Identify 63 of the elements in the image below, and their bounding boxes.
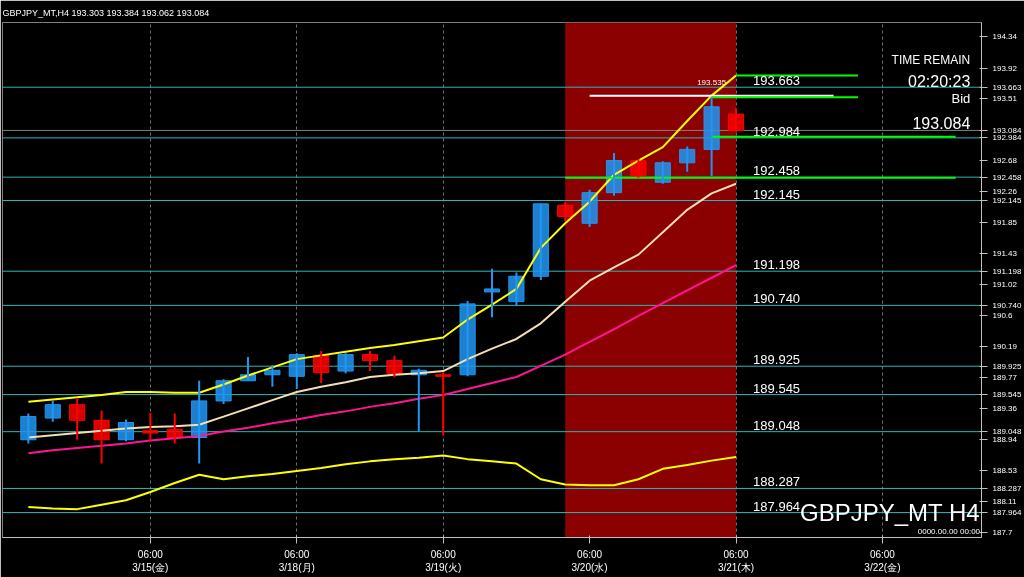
y-tick-label: 190.6: [992, 311, 1014, 321]
line-series: [27, 74, 738, 403]
ref-line-label: 190.740: [753, 291, 801, 307]
y-tick-label: 192.458: [992, 172, 1022, 182]
y-tick-label: 194.34: [992, 32, 1018, 42]
candlestick: [44, 399, 61, 423]
annotation: TIME REMAIN: [891, 53, 971, 68]
y-tick-label: 192.26: [992, 187, 1018, 197]
y-tick-label: 191.02: [992, 279, 1018, 289]
line-series: [27, 264, 738, 455]
chart-title: GBPJPY_MT,H4 193.303 193.384 193.062 193.084: [2, 7, 210, 18]
y-tick-label: 192.145: [992, 196, 1022, 206]
y-tick-label: 192.68: [992, 156, 1018, 166]
x-tick-label: 06:00 3/15(金): [132, 548, 169, 573]
y-tick-label: 189.77: [992, 373, 1018, 383]
y-tick-label: 188.94: [992, 435, 1018, 445]
x-tick-label: 06:00 3/22(金): [864, 548, 901, 573]
y-tick-label: 189.925: [992, 361, 1022, 371]
ref-line-label: 189.545: [753, 380, 801, 396]
y-tick-label: 192.984: [992, 133, 1022, 143]
y-tick-label: 193.663: [992, 82, 1022, 92]
ref-line-label: 189.925: [753, 352, 801, 368]
candlestick: [386, 354, 403, 379]
ref-line-label: 192.145: [753, 186, 801, 202]
candlestick: [337, 352, 354, 375]
y-tick-label: 188.11: [992, 497, 1017, 507]
ref-line-label: 187.964: [753, 498, 801, 514]
annotation: 02:20:23: [907, 72, 971, 90]
annotation: 193.084: [912, 115, 971, 133]
annotation: 193.535: [697, 77, 727, 87]
ref-line-label: 192.984: [753, 123, 801, 139]
y-tick-label: 193.92: [992, 63, 1018, 73]
y-tick-label: 189.048: [992, 427, 1022, 437]
x-tick-label: 06:00 3/21(木): [717, 548, 755, 573]
candlestick: [483, 267, 501, 319]
candlestick: [142, 411, 159, 442]
x-tick-label: 06:00 3/19(火): [425, 548, 462, 573]
y-tick-label: 188.53: [992, 465, 1018, 475]
candlestick: [435, 371, 452, 437]
y-tick-label: 187.964: [992, 508, 1022, 518]
x-tick-label: 06:00 3/20(水): [571, 548, 608, 573]
y-tick-label: 189.36: [992, 403, 1018, 413]
x-tick-label: 06:00 3/18(月): [278, 548, 315, 573]
line-series: [27, 454, 738, 511]
y-tick-label: 190.740: [992, 300, 1022, 310]
y-tick-label: 193.51: [992, 94, 1018, 104]
annotation: Bid: [951, 91, 971, 107]
y-tick-label: 191.85: [992, 218, 1018, 228]
ref-line-label: 193.663: [753, 73, 801, 89]
y-tick-label: 188.287: [992, 483, 1022, 493]
ref-line-label: 188.287: [753, 474, 801, 490]
annotation: 0000.00.00 00:00: [917, 527, 981, 537]
candlestick: [703, 95, 720, 178]
y-tick-label: 193.084: [992, 125, 1022, 135]
ref-line-label: 189.048: [753, 417, 801, 433]
ref-line-label: 191.198: [753, 257, 801, 273]
y-tick-label: 191.198: [992, 266, 1022, 276]
y-tick-label: 187.7: [992, 527, 1014, 537]
ref-line-label: 192.458: [753, 163, 801, 179]
y-tick-label: 189.545: [992, 390, 1022, 400]
y-tick-label: 190.19: [992, 341, 1018, 351]
y-tick-label: 191.43: [992, 249, 1018, 259]
candlestick: [727, 107, 745, 134]
